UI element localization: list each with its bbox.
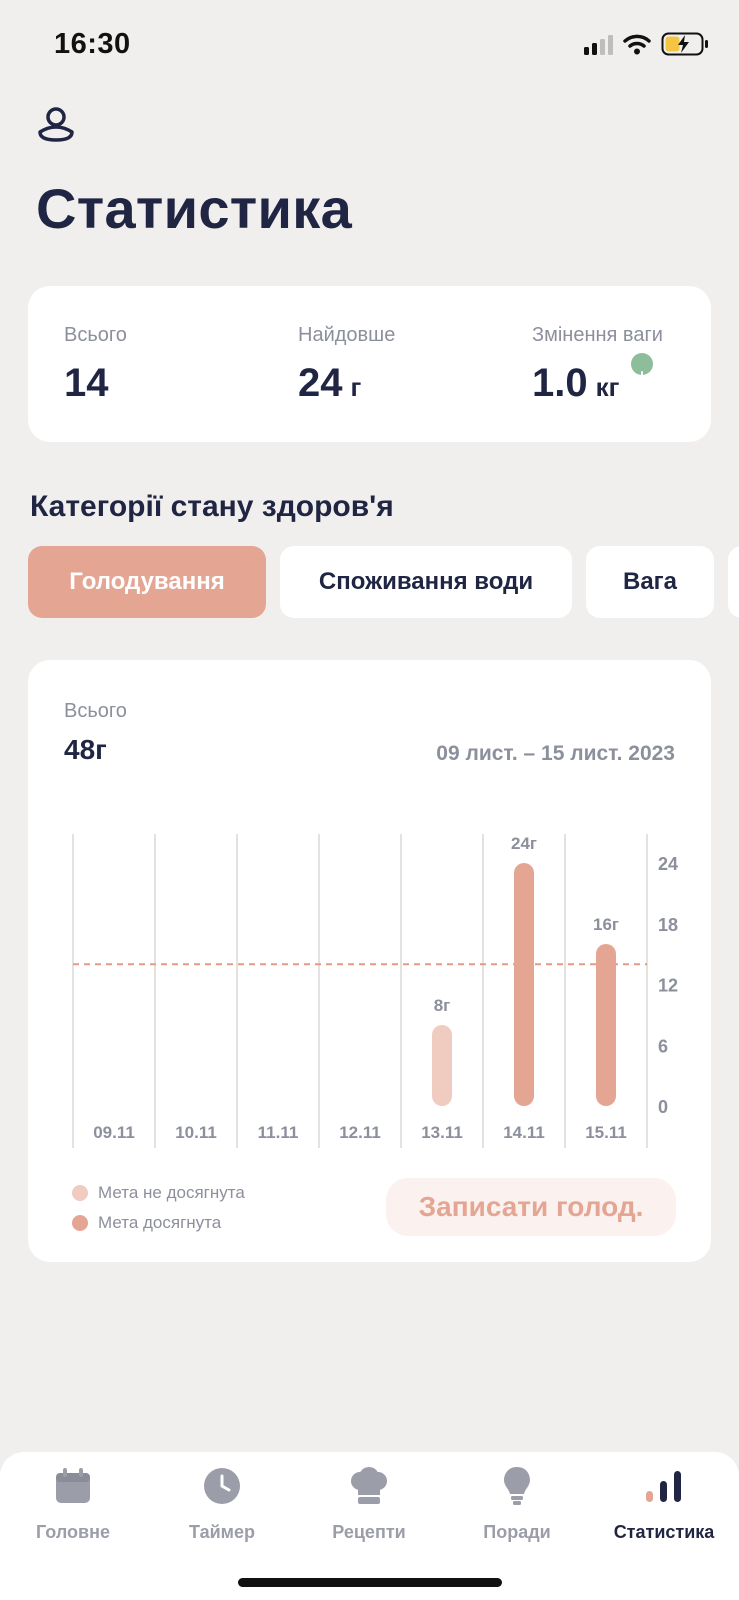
legend-dot-met: [72, 1215, 88, 1231]
nav-label-timer: Таймер: [189, 1522, 255, 1542]
arrow-down-icon: [631, 353, 654, 382]
nav-item-statistics[interactable]: Статистика: [594, 1464, 734, 1543]
cellular-signal-icon: [584, 33, 613, 55]
fasting-bar-chart: 0 6 12 18 24 09.11 10.11 11.11 12.11 8г 13.11 24г 14…: [72, 834, 678, 1148]
x-tick-label: 09.11: [93, 1123, 135, 1142]
y-tick-label: 6: [658, 1036, 668, 1056]
x-tick-label: 10.11: [175, 1123, 217, 1142]
summary-total-label: Всього: [64, 324, 127, 346]
summary-longest-value: 24: [298, 361, 343, 405]
lightbulb-icon: [495, 1464, 539, 1508]
home-indicator: [238, 1578, 502, 1587]
fasting-chart-card: Всього 48г 09 лист. – 15 лист. 2023 0 6 12…: [28, 660, 711, 1262]
x-tick-label: 13.11: [421, 1123, 463, 1142]
nav-label-home: Головне: [36, 1522, 110, 1542]
clock-icon: [200, 1464, 244, 1508]
record-fast-button[interactable]: Записати голод.: [386, 1178, 676, 1236]
bar-data-label: 8г: [434, 996, 451, 1015]
page-title: Статистика: [36, 177, 353, 240]
profile-icon[interactable]: [36, 104, 76, 144]
y-tick-label: 24: [658, 854, 678, 874]
chart-date-range: 09 лист. – 15 лист. 2023: [436, 742, 675, 765]
summary-total-value: 14: [64, 361, 109, 405]
x-tick-label: 12.11: [339, 1123, 381, 1142]
summary-weight-change: Змінення ваги 1.0 кг: [532, 324, 663, 406]
summary-longest-label: Найдовше: [298, 324, 396, 346]
legend-dot-not-met: [72, 1185, 88, 1201]
y-tick-label: 12: [658, 976, 678, 996]
y-tick-label: 18: [658, 915, 678, 935]
status-icons: [584, 32, 709, 56]
nav-item-tips[interactable]: Поради: [447, 1464, 587, 1543]
summary-total: Всього 14: [64, 324, 127, 406]
bar-data-label: 24г: [511, 834, 537, 853]
x-tick-label: 11.11: [258, 1123, 299, 1142]
battery-charging-icon: [661, 32, 708, 56]
summary-weight-unit: кг: [595, 372, 620, 402]
nav-label-recipes: Рецепти: [332, 1522, 406, 1542]
legend-item-not-met: Мета не досягнута: [72, 1178, 245, 1208]
chart-bar: [432, 1025, 452, 1106]
calendar-icon: [51, 1464, 95, 1508]
summary-longest-unit: г: [350, 372, 362, 402]
bar-chart-icon: [642, 1464, 686, 1508]
x-tick-label: 14.11: [503, 1123, 545, 1142]
chart-legend: Мета не досягнута Мета досягнута: [72, 1178, 245, 1238]
tab-water-intake[interactable]: Споживання води: [280, 546, 572, 618]
chart-total-label: Всього: [64, 700, 127, 722]
legend-label-met: Мета досягнута: [98, 1213, 222, 1232]
nav-item-recipes[interactable]: Рецепти: [299, 1464, 439, 1543]
nav-item-home[interactable]: Головне: [3, 1464, 143, 1543]
summary-card: Всього 14 Найдовше 24 г Змінення ваги 1.…: [28, 286, 711, 442]
nav-label-statistics: Статистика: [613, 1522, 715, 1542]
nav-item-timer[interactable]: Таймер: [152, 1464, 292, 1543]
summary-weight-label: Змінення ваги: [532, 324, 663, 346]
chef-hat-icon: [347, 1464, 391, 1508]
categories-title: Категорії стану здоров'я: [30, 490, 394, 523]
chart-bar: [514, 863, 534, 1106]
chart-total-value: 48г: [64, 734, 107, 765]
bar-data-label: 16г: [593, 915, 619, 934]
category-tabs: Голодування Споживання води Вага: [28, 546, 739, 618]
tab-fasting[interactable]: Голодування: [28, 546, 266, 618]
status-time: 16:30: [54, 28, 131, 60]
tab-weight[interactable]: Вага: [586, 546, 714, 618]
legend-label-not-met: Мета не досягнута: [98, 1183, 245, 1202]
wifi-icon: [623, 34, 651, 55]
bottom-nav: Головне Таймер Рецепти: [0, 1452, 739, 1600]
x-tick-label: 15.11: [585, 1123, 627, 1142]
summary-longest: Найдовше 24 г: [298, 324, 395, 406]
summary-weight-value: 1.0: [532, 361, 588, 405]
status-bar: 16:30: [0, 0, 739, 90]
legend-item-met: Мета досягнута: [72, 1208, 245, 1238]
y-tick-label: 0: [658, 1097, 668, 1117]
nav-label-tips: Поради: [483, 1522, 551, 1542]
chart-bar: [596, 944, 616, 1106]
tab-more[interactable]: [728, 546, 739, 618]
